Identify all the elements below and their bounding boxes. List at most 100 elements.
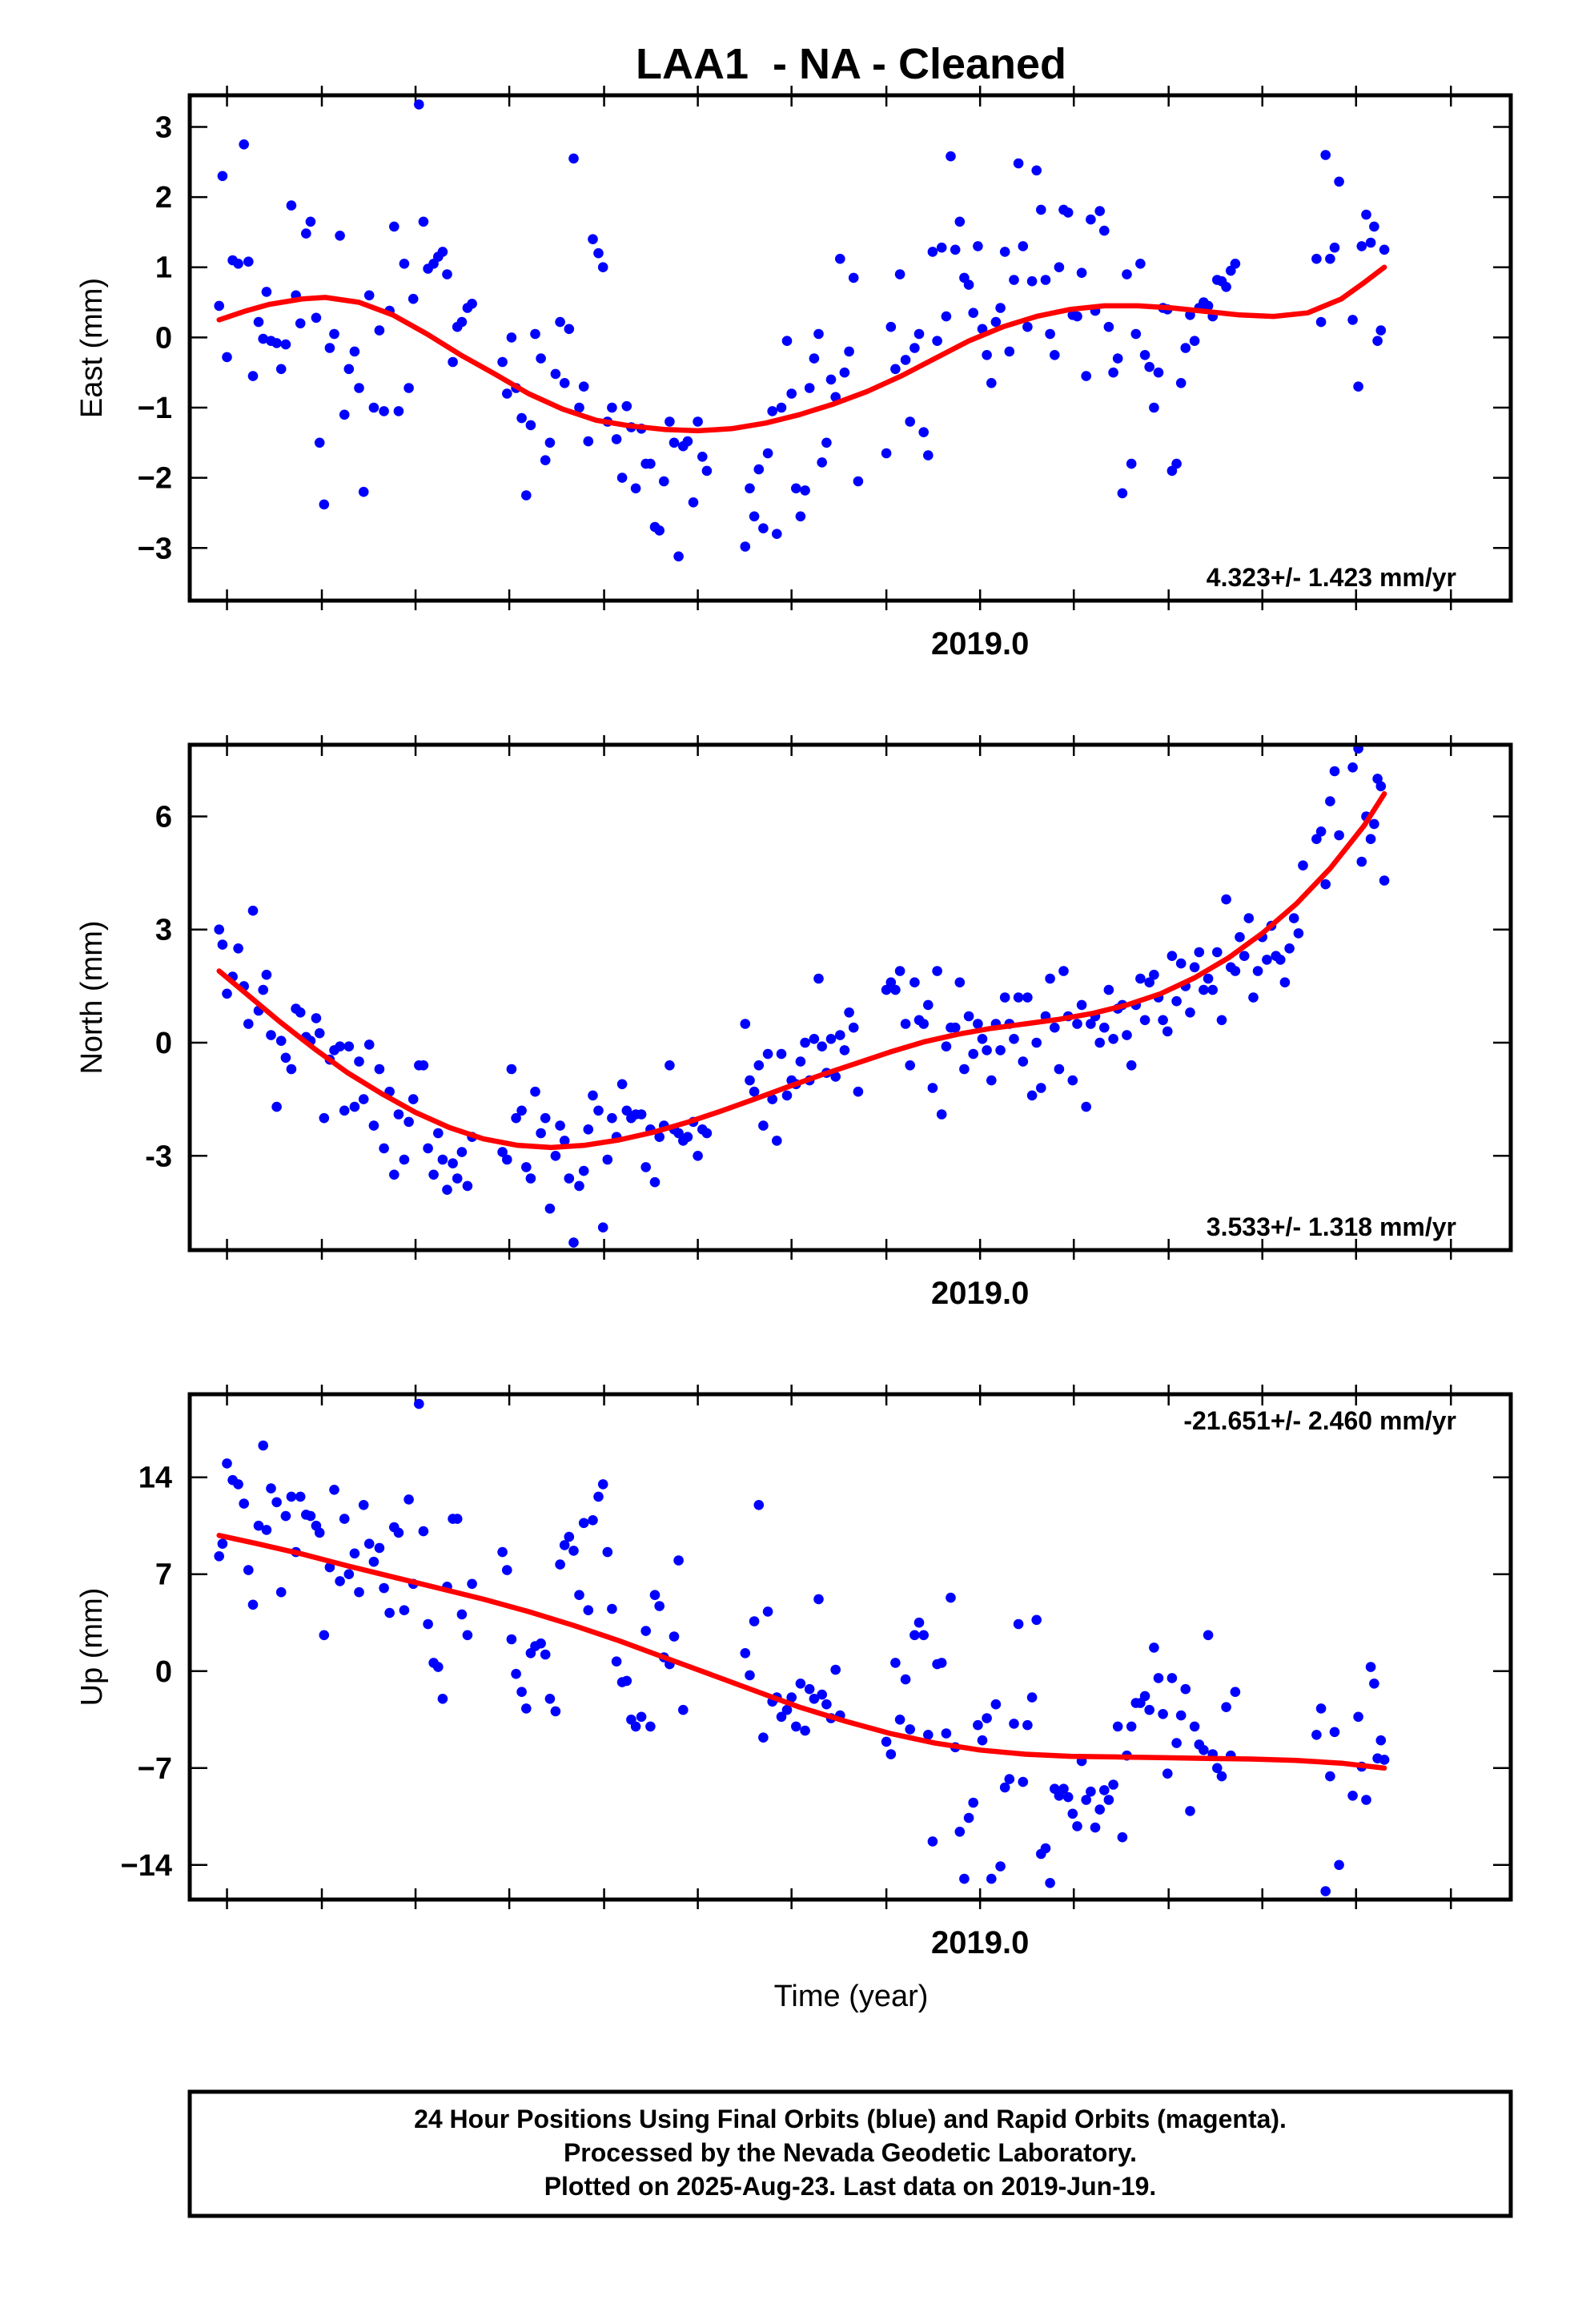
up-data-point (1139, 1691, 1150, 1702)
east-data-point (999, 247, 1010, 257)
up-fit-line (216, 1533, 1387, 1771)
east-data-point (786, 388, 797, 399)
up-data-point (607, 1603, 617, 1614)
north-x-tick-label: 2019.0 (931, 1276, 1029, 1311)
north-data-point (745, 1075, 755, 1086)
east-data-point (1189, 336, 1200, 347)
east-data-point (525, 420, 536, 431)
north-data-point (1094, 1037, 1105, 1048)
up-data-point (574, 1590, 584, 1600)
east-data-point (1353, 381, 1363, 392)
north-data-point (1325, 796, 1335, 806)
east-data-point (354, 383, 364, 393)
east-data-point (1050, 350, 1060, 360)
up-data-point (550, 1706, 561, 1717)
up-data-point (1180, 1683, 1191, 1695)
up-data-point (329, 1485, 339, 1495)
east-data-point (795, 511, 806, 522)
north-data-point (1108, 1034, 1118, 1044)
north-data-point (358, 1094, 369, 1104)
figure-title: LAA1 - NA - Cleaned (636, 40, 1066, 88)
east-data-point (1153, 367, 1164, 378)
up-data-point (813, 1594, 824, 1605)
east-data-point (654, 525, 665, 536)
up-data-point (1158, 1709, 1168, 1719)
up-data-point (414, 1398, 424, 1409)
east-data-point (1013, 158, 1024, 169)
up-data-point (905, 1724, 915, 1735)
east-data-point (809, 353, 820, 364)
north-data-point (1216, 1015, 1227, 1026)
up-data-point (973, 1719, 983, 1731)
north-y-tick-label: 3 (155, 914, 172, 947)
up-data-point (502, 1565, 512, 1575)
east-data-point (669, 437, 680, 448)
east-data-point (379, 406, 389, 416)
up-data-point (673, 1555, 684, 1566)
north-data-point (1235, 931, 1245, 943)
east-data-point (280, 339, 291, 350)
east-y-tick-label: 1 (155, 251, 172, 285)
east-data-point (217, 171, 228, 182)
north-data-point (1018, 1056, 1029, 1067)
north-data-point (1372, 774, 1383, 784)
north-data-point (1248, 992, 1259, 1003)
up-data-point (253, 1520, 264, 1531)
north-data-point (1099, 1022, 1110, 1033)
up-data-point (927, 1836, 938, 1847)
up-data-point (1166, 1673, 1178, 1683)
up-data-point (1329, 1727, 1340, 1738)
north-data-point (574, 1180, 584, 1192)
north-data-point (1189, 962, 1200, 973)
east-data-point (701, 465, 713, 476)
east-data-point (559, 378, 570, 388)
up-data-point (363, 1538, 375, 1549)
north-data-point (749, 1086, 760, 1097)
east-data-point (1144, 361, 1154, 372)
north-data-point (890, 984, 901, 995)
east-data-point (295, 318, 306, 329)
east-data-point (835, 253, 845, 264)
up-y-tick-label: 0 (155, 1655, 172, 1689)
north-data-point (950, 1022, 961, 1033)
north-data-point (261, 969, 272, 980)
north-data-point (1036, 1083, 1046, 1093)
up-data-point (214, 1551, 225, 1562)
east-data-point (825, 374, 837, 385)
east-data-point (214, 300, 225, 312)
north-data-point (399, 1154, 410, 1165)
up-data-point (1379, 1755, 1390, 1765)
up-data-point (506, 1634, 517, 1645)
up-data-point (990, 1699, 1002, 1710)
north-data-point (379, 1143, 389, 1154)
north-data-point (762, 1048, 773, 1059)
north-data-point (247, 905, 259, 916)
east-data-point (688, 497, 699, 508)
east-plot-frame (187, 93, 1513, 603)
east-y-tick-label: −3 (138, 532, 172, 565)
up-data-point (222, 1458, 232, 1469)
east-data-point (995, 303, 1006, 313)
north-y-tick-label: 6 (155, 800, 172, 834)
up-data-point (977, 1735, 988, 1746)
up-data-point (393, 1527, 404, 1538)
east-data-point (817, 457, 827, 468)
up-data-point (456, 1609, 468, 1620)
east-data-point (1094, 206, 1105, 216)
up-data-point (239, 1498, 250, 1509)
north-data-point (941, 1041, 952, 1051)
footer-line-2: Processed by the Nevada Geodetic Laborat… (564, 2138, 1137, 2167)
east-data-point (645, 458, 656, 469)
up-data-point (1162, 1768, 1173, 1779)
up-data-point (1347, 1791, 1358, 1801)
north-data-point (817, 1041, 827, 1051)
north-data-point (1334, 830, 1344, 841)
north-data-point (693, 1151, 703, 1161)
east-data-point (1004, 346, 1015, 357)
up-data-point (379, 1582, 389, 1594)
north-data-point (214, 924, 225, 935)
east-data-point (1054, 262, 1065, 273)
north-data-point (968, 1048, 978, 1059)
north-data-point (516, 1105, 527, 1116)
